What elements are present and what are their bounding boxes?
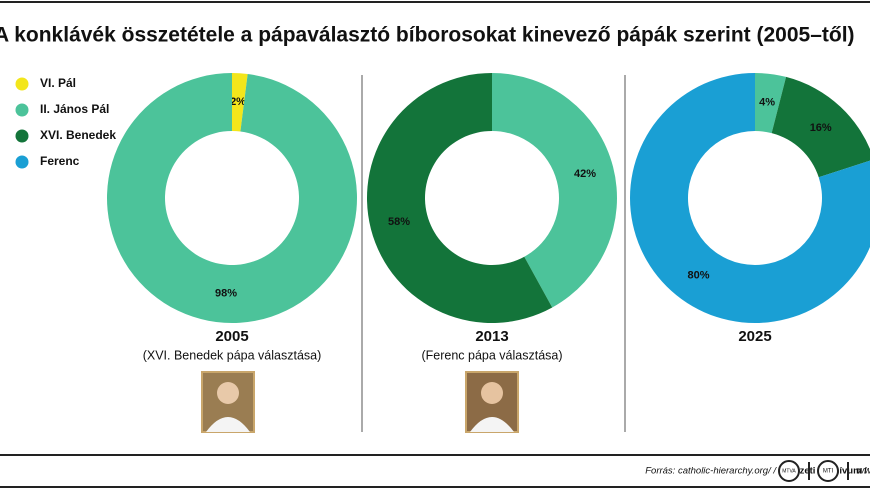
value-label: 42% bbox=[574, 168, 596, 180]
donut-slice bbox=[367, 73, 553, 323]
value-label: 98% bbox=[215, 288, 237, 300]
logo-text: MTVA bbox=[782, 468, 796, 474]
legend-swatch bbox=[15, 77, 29, 91]
legend-label: II. János Pál bbox=[40, 102, 109, 116]
donut-slice bbox=[771, 76, 870, 178]
source: Forrás: catholic-hierarchy.org/ / bbox=[645, 466, 777, 477]
chart-year: 2013 bbox=[475, 328, 508, 345]
legend-swatch bbox=[15, 129, 29, 143]
value-label: 80% bbox=[688, 270, 710, 282]
donut-slice bbox=[107, 73, 358, 324]
logo bbox=[778, 460, 800, 482]
logo-text: MTI bbox=[823, 469, 834, 475]
value-label: 58% bbox=[388, 216, 410, 228]
donut-slice bbox=[492, 73, 617, 308]
legend-label: Ferenc bbox=[40, 154, 80, 168]
logo bbox=[817, 460, 839, 482]
legend-swatch bbox=[15, 103, 29, 117]
value-label: 4% bbox=[759, 97, 775, 109]
web: www bbox=[857, 466, 870, 477]
legend-label: VI. Pál bbox=[40, 76, 76, 90]
portrait bbox=[465, 371, 519, 433]
donut-slice bbox=[630, 73, 870, 323]
chart-year: 2025 bbox=[738, 328, 771, 345]
portrait bbox=[201, 371, 255, 433]
value-label: 16% bbox=[810, 122, 832, 134]
chart-subtitle: (XVI. Benedek pápa választása) bbox=[143, 348, 322, 362]
legend-swatch bbox=[15, 155, 29, 169]
value-label: 2% bbox=[230, 96, 246, 108]
donut-slice bbox=[755, 73, 787, 134]
chart-title: A konklávék összetétele a pápaválasztó b… bbox=[0, 24, 855, 47]
chart-year: 2005 bbox=[215, 328, 248, 345]
donut-slice bbox=[232, 73, 248, 132]
chart-subtitle: (Ferenc pápa választása) bbox=[421, 348, 562, 362]
legend-label: XVI. Benedek bbox=[40, 128, 116, 142]
